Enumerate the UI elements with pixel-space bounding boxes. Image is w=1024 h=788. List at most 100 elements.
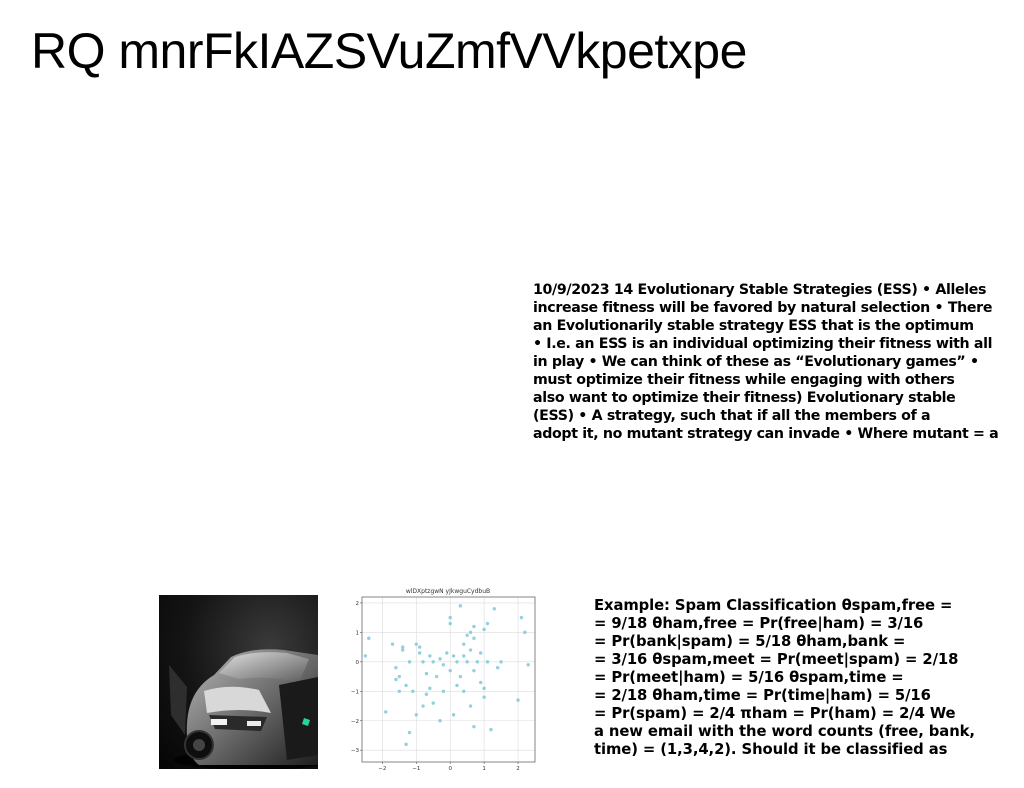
text-line: in play • We can think of these as “Evol… bbox=[533, 354, 979, 370]
scatter-point bbox=[489, 727, 493, 732]
scatter-plot: wlDXptzgwN yJkwguCydbuB −2 −1 0 1 2 −3 −2 −1 0 1 2 bbox=[351, 588, 536, 772]
scatter-point bbox=[441, 663, 446, 667]
scatter-point bbox=[479, 651, 483, 655]
scatter-point bbox=[363, 654, 368, 658]
scatter-point bbox=[455, 660, 459, 664]
scatter-point bbox=[516, 698, 520, 702]
scatter-point bbox=[479, 680, 483, 685]
scatter-point bbox=[438, 719, 442, 723]
text-line: time) = (1,3,4,2). Should it be classifi… bbox=[594, 741, 948, 758]
scatter-point bbox=[428, 686, 432, 691]
scatter-point bbox=[523, 630, 527, 635]
scatter-point bbox=[401, 645, 405, 649]
text-line: also want to optimize their fitness) Evo… bbox=[533, 390, 956, 406]
scatter-point bbox=[462, 654, 466, 658]
scatter-point bbox=[448, 615, 452, 620]
text-line: increase fitness will be favored by natu… bbox=[533, 300, 993, 316]
scatter-point bbox=[394, 666, 398, 670]
scatter-point bbox=[526, 663, 530, 667]
scatter-point bbox=[492, 607, 496, 611]
chart-title: wlDXptzgwN yJkwguCydbuB bbox=[406, 588, 490, 595]
scatter-point bbox=[482, 686, 486, 691]
plot-frame bbox=[361, 596, 536, 763]
car-photo bbox=[159, 595, 318, 769]
text-line: = Pr(spam) = 2/4 πham = Pr(ham) = 2/4 We bbox=[594, 705, 956, 722]
scatter-point bbox=[458, 674, 463, 679]
scatter-point bbox=[468, 648, 473, 652]
scatter-point bbox=[482, 695, 486, 699]
scatter-point bbox=[448, 668, 452, 673]
scatter-point bbox=[417, 645, 422, 649]
text-line: 10/9/2023 14 Evolutionary Stable Strateg… bbox=[533, 282, 987, 298]
scatter-point bbox=[468, 704, 473, 708]
scatter-point bbox=[482, 627, 486, 632]
scatter-point bbox=[397, 689, 402, 693]
scatter-point bbox=[451, 654, 456, 658]
scatter-point bbox=[475, 660, 480, 664]
x-tick-label: 0 bbox=[448, 766, 452, 772]
scatter-point bbox=[485, 621, 490, 626]
scatter-point bbox=[414, 713, 418, 717]
scatter-chart: wlDXptzgwN yJkwguCydbuB −2 −1 0 1 2 −3 −2 −1 0 1 2 bbox=[344, 584, 540, 776]
text-line: must optimize their fitness while engagi… bbox=[533, 372, 955, 388]
scatter-point bbox=[407, 660, 412, 664]
scatter-point bbox=[448, 621, 452, 626]
scatter-point bbox=[472, 636, 476, 640]
scatter-point bbox=[465, 660, 469, 664]
scatter-point bbox=[458, 604, 463, 608]
scatter-point bbox=[421, 660, 425, 664]
text-line: • I.e. an ESS is an individual optimizin… bbox=[533, 336, 993, 352]
scatter-point bbox=[421, 704, 425, 708]
y-tick-label: 2 bbox=[356, 601, 360, 607]
text-line: = 2/18 θham,time = Pr(time|ham) = 5/16 bbox=[594, 687, 931, 704]
text-line: = 3/16 θspam,meet = Pr(meet|spam) = 2/18 bbox=[594, 651, 959, 668]
scatter-point bbox=[485, 660, 490, 664]
scatter-point bbox=[468, 630, 473, 635]
scatter-point bbox=[462, 642, 466, 646]
scatter-point bbox=[414, 642, 418, 646]
text-line: (ESS) • A strategy, such that if all the… bbox=[533, 408, 931, 424]
scatter-point bbox=[465, 633, 469, 638]
x-tick-label: 2 bbox=[516, 766, 520, 772]
scatter-point bbox=[451, 713, 456, 717]
scatter-point bbox=[401, 648, 405, 652]
x-tick-label: −1 bbox=[412, 766, 420, 772]
scatter-point bbox=[462, 689, 466, 693]
text-line: = Pr(bank|spam) = 5/18 θham,bank = bbox=[594, 633, 906, 650]
text-line: = Pr(meet|ham) = 5/16 θspam,time = bbox=[594, 669, 904, 686]
y-tick-label: −3 bbox=[351, 748, 360, 754]
scatter-point bbox=[499, 660, 503, 664]
scatter-point bbox=[434, 674, 439, 679]
spam-text-block: Example: Spam Classification θspam,free … bbox=[594, 597, 1019, 759]
scatter-point bbox=[472, 724, 476, 729]
scatter-point bbox=[472, 624, 476, 629]
scatter-point bbox=[472, 668, 476, 673]
scatter-point bbox=[431, 701, 435, 705]
scatter-point bbox=[428, 654, 432, 658]
car-image bbox=[169, 649, 318, 769]
scatter-point bbox=[445, 651, 449, 655]
scatter-point bbox=[404, 742, 408, 747]
scatter-point bbox=[441, 689, 446, 693]
scatter-point bbox=[455, 683, 459, 688]
x-tick-label: 1 bbox=[482, 766, 486, 772]
scatter-point bbox=[519, 615, 524, 620]
scatter-point bbox=[397, 674, 402, 679]
text-line: = 9/18 θham,free = Pr(free|ham) = 3/16 bbox=[594, 615, 924, 632]
text-line: a new email with the word counts (free, … bbox=[594, 723, 975, 740]
scatter-point bbox=[424, 671, 429, 676]
text-line: adopt it, no mutant strategy can invade … bbox=[533, 426, 999, 442]
scatter-point bbox=[394, 677, 398, 682]
page-title: RQ mnrFkIAZSVuZmfVVkpetxpe bbox=[31, 23, 747, 79]
scatter-point bbox=[417, 651, 422, 655]
y-tick-label: −1 bbox=[351, 689, 359, 695]
scatter-point bbox=[495, 666, 500, 670]
x-tick-label: −2 bbox=[378, 766, 386, 772]
y-tick-label: −2 bbox=[351, 719, 359, 725]
scatter-point bbox=[411, 689, 415, 693]
text-line: an Evolutionarily stable strategy ESS th… bbox=[533, 318, 974, 334]
scatter-point bbox=[384, 710, 388, 714]
scatter-point bbox=[431, 660, 435, 664]
y-tick-label: 0 bbox=[356, 660, 360, 666]
ess-text-block: 10/9/2023 14 Evolutionary Stable Strateg… bbox=[533, 281, 1019, 443]
